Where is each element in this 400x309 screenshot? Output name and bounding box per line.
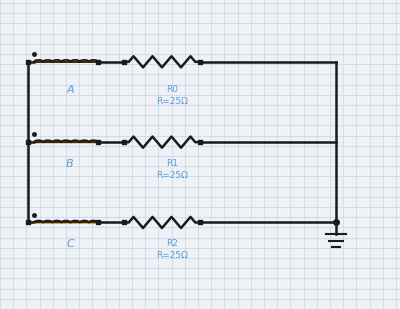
Text: C: C	[66, 239, 74, 249]
Text: R0
R=25Ω: R0 R=25Ω	[156, 85, 188, 106]
Text: A: A	[66, 85, 74, 95]
Text: B: B	[66, 159, 74, 169]
Text: R2
R=25Ω: R2 R=25Ω	[156, 239, 188, 260]
Text: R1
R=25Ω: R1 R=25Ω	[156, 159, 188, 180]
